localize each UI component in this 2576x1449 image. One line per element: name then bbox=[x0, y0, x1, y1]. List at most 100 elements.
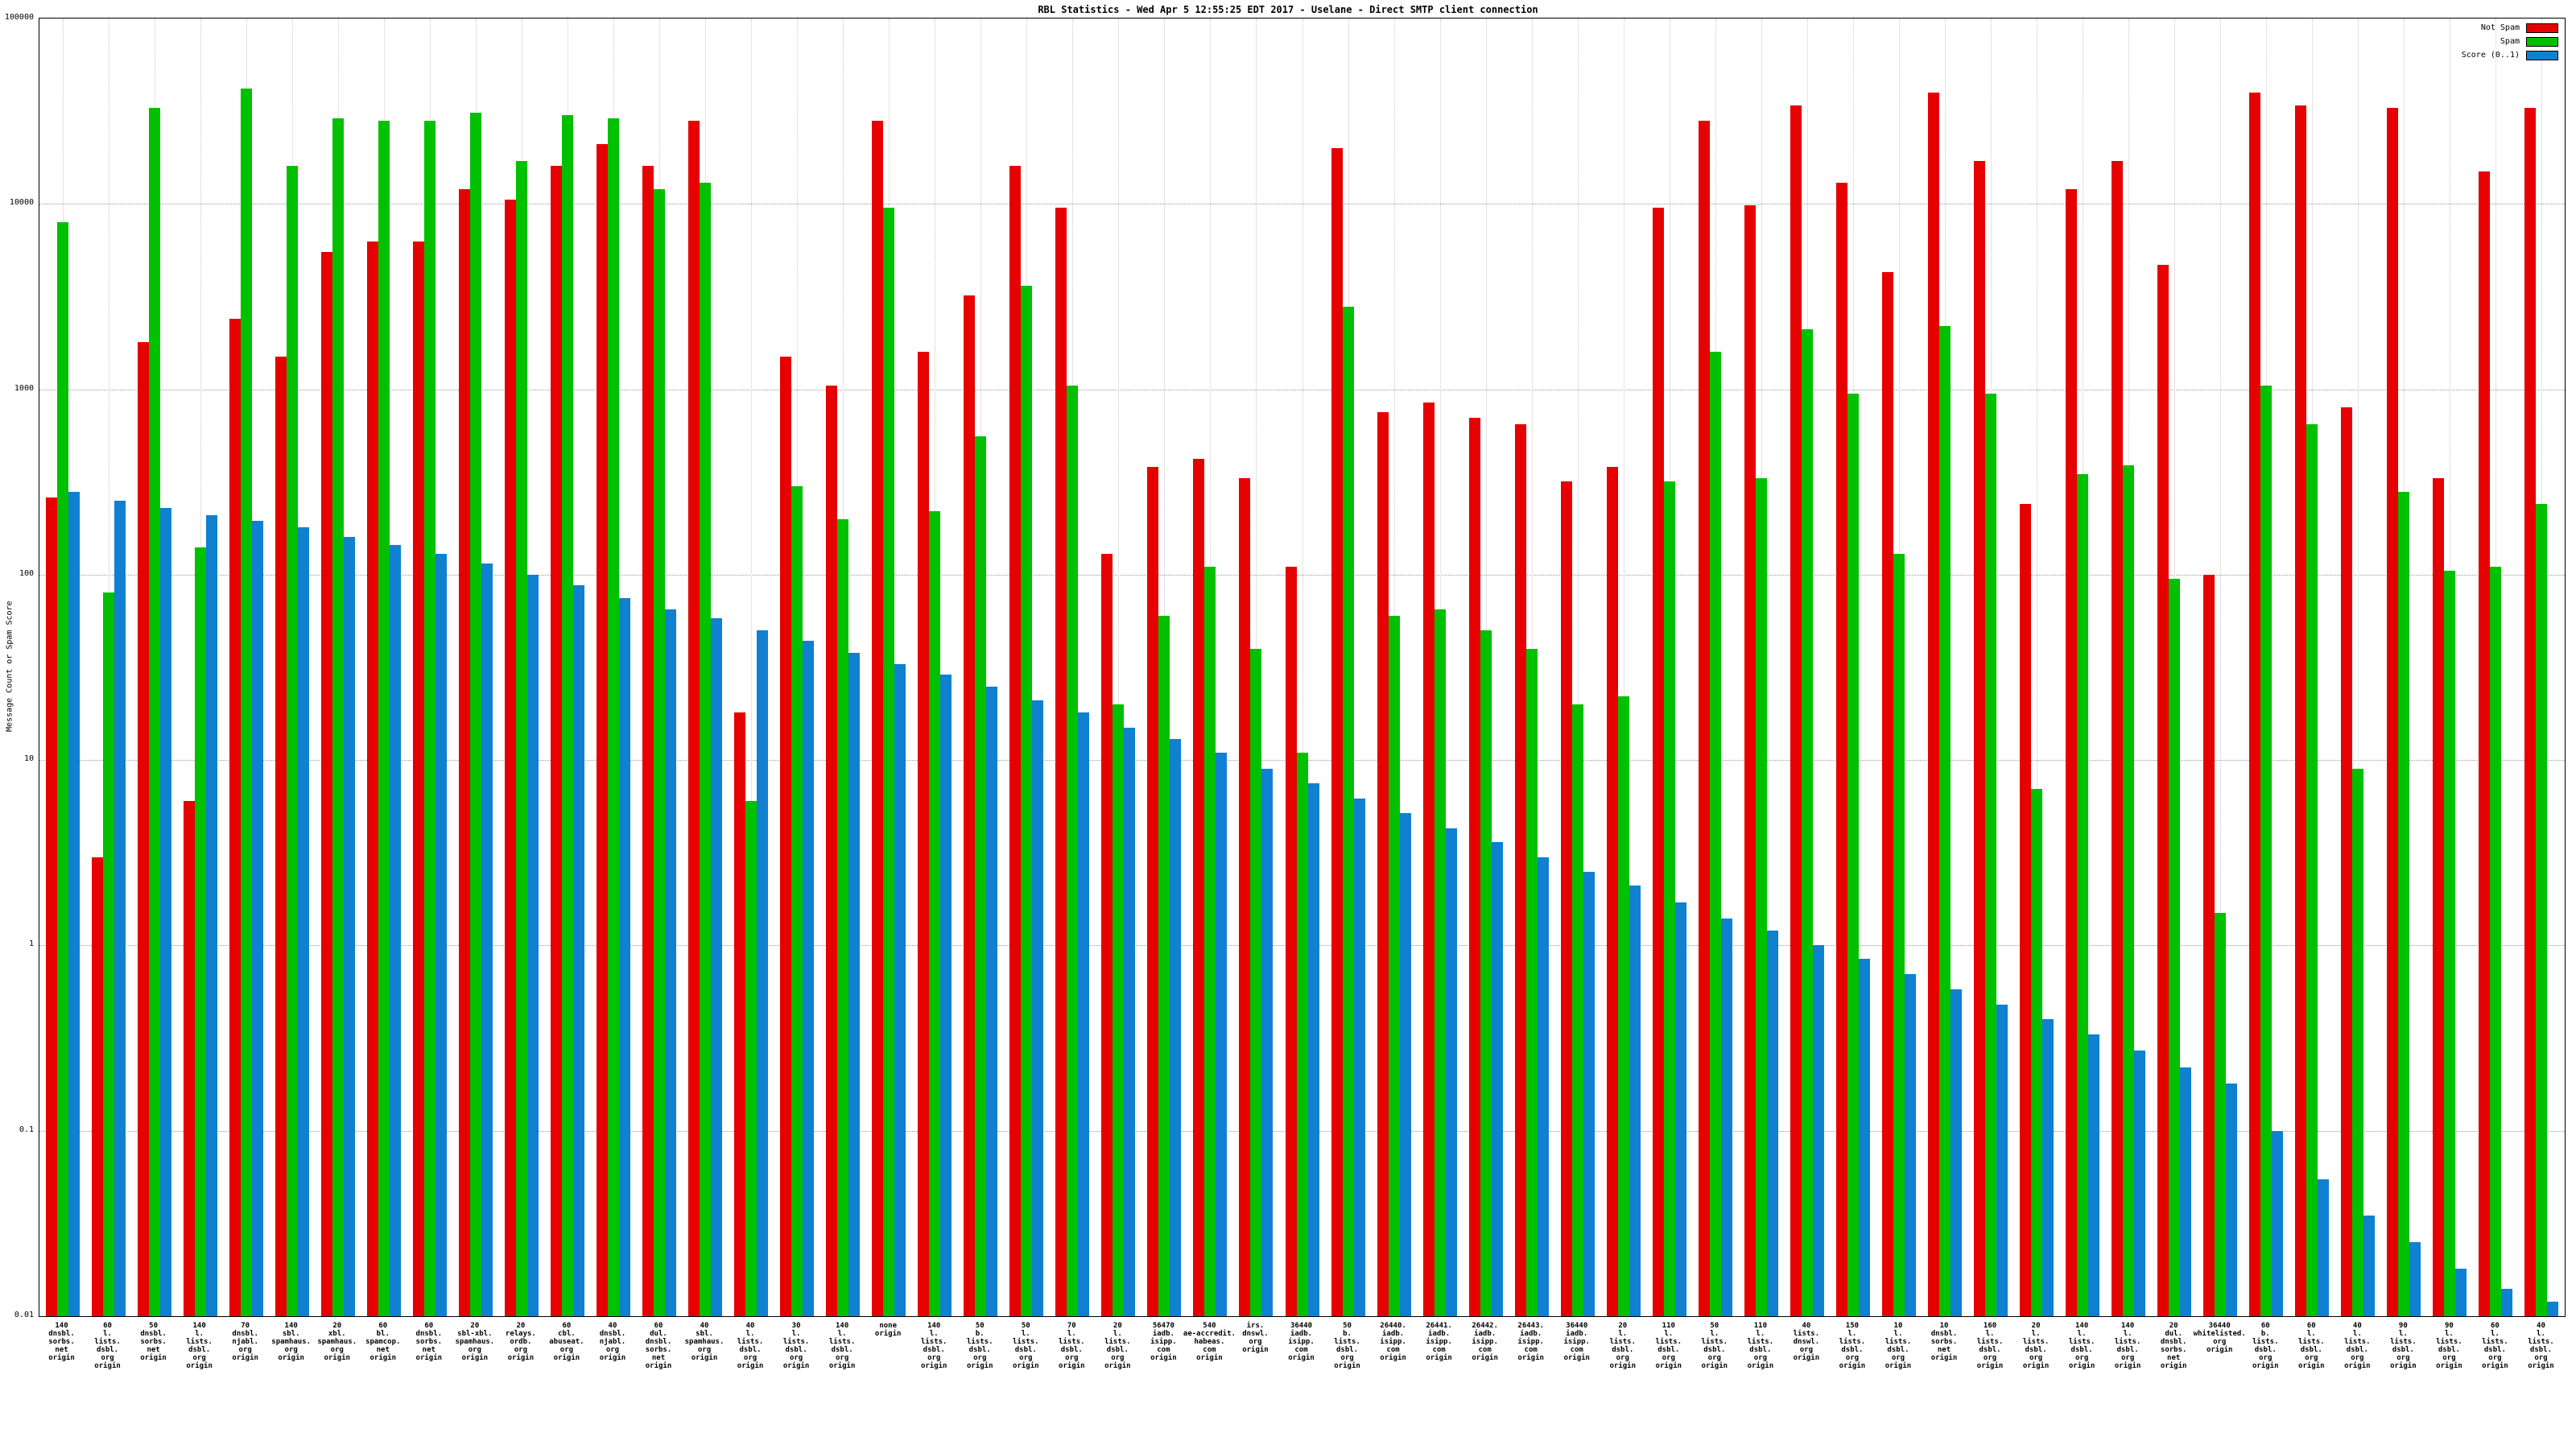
bar-not-spam bbox=[2203, 574, 2215, 1316]
x-tick-label: 60 l. lists. dsbl. org origin bbox=[2482, 1322, 2508, 1370]
bar-score bbox=[1674, 902, 1686, 1316]
x-tick-label: 160 l. lists. dsbl. org origin bbox=[1976, 1322, 2004, 1370]
bar-not-spam bbox=[2066, 189, 2078, 1316]
bar-score bbox=[1170, 738, 1182, 1316]
bar-spam bbox=[1250, 648, 1262, 1316]
legend-swatch-red bbox=[2526, 23, 2558, 33]
bar-spam bbox=[745, 801, 758, 1316]
y-tick-label: 0.01 bbox=[14, 1311, 34, 1319]
x-tick-label: 36440 iadb. isipp. com origin bbox=[1288, 1322, 1315, 1362]
x-tick-label: 36440 iadb. isipp. com origin bbox=[1563, 1322, 1590, 1362]
bar-not-spam bbox=[1881, 271, 1893, 1316]
bar-not-spam bbox=[1468, 418, 1480, 1316]
x-tick-label: 60 l. lists. dsbl. org origin bbox=[2298, 1322, 2325, 1370]
v-gridline bbox=[2358, 19, 2359, 1316]
bar-score bbox=[711, 618, 723, 1316]
bar-score bbox=[986, 686, 998, 1316]
bar-not-spam bbox=[1239, 478, 1251, 1316]
x-tick-label: 20 xbl. spamhaus. org origin bbox=[317, 1322, 357, 1362]
bar-spam bbox=[194, 547, 206, 1316]
chart-title: RBL Statistics - Wed Apr 5 12:55:25 EDT … bbox=[1038, 4, 1538, 15]
bar-score bbox=[1858, 958, 1870, 1316]
bar-score bbox=[1951, 989, 1962, 1316]
v-gridline bbox=[1118, 19, 1120, 1316]
bar-not-spam bbox=[550, 166, 562, 1316]
y-tick-label: 100 bbox=[19, 568, 34, 578]
bar-spam bbox=[1755, 478, 1767, 1316]
x-tick-label: 40 l. lists. dsbl. org origin bbox=[2344, 1322, 2371, 1370]
x-tick-label: 90 l. lists. dsbl. org origin bbox=[2390, 1322, 2417, 1370]
bar-not-spam bbox=[1606, 467, 1618, 1316]
bar-spam bbox=[1801, 329, 1813, 1316]
bar-spam bbox=[1985, 393, 1997, 1316]
x-tick-label: 50 b. lists. dsbl. org origin bbox=[1334, 1322, 1360, 1370]
y-tick-label: 1 bbox=[28, 939, 34, 949]
bar-score bbox=[1445, 828, 1457, 1316]
x-tick-label: 20 sbl-xbl. spamhaus. org origin bbox=[455, 1322, 495, 1362]
bar-not-spam bbox=[137, 341, 149, 1316]
bar-spam bbox=[332, 118, 344, 1316]
x-tick-label: 140 dnsbl. sorbs. net origin bbox=[48, 1322, 75, 1362]
bar-not-spam bbox=[366, 241, 378, 1316]
x-tick-label: 50 b. lists. dsbl. org origin bbox=[966, 1322, 993, 1370]
x-tick-label: 30 l. lists. dsbl. org origin bbox=[782, 1322, 810, 1370]
bar-score bbox=[1216, 752, 1228, 1316]
bar-score bbox=[1904, 974, 1916, 1316]
bar-not-spam bbox=[2157, 264, 2169, 1316]
bar-score bbox=[618, 597, 630, 1316]
bar-score bbox=[1583, 871, 1595, 1316]
bar-score bbox=[389, 544, 401, 1316]
plot-area bbox=[39, 18, 2566, 1317]
bar-not-spam bbox=[2387, 107, 2399, 1316]
bar-not-spam bbox=[2020, 504, 2032, 1316]
bar-score bbox=[481, 563, 493, 1316]
bar-not-spam bbox=[964, 295, 976, 1316]
bar-spam bbox=[1480, 630, 1492, 1316]
bar-score bbox=[2409, 1242, 2421, 1316]
bar-spam bbox=[2398, 491, 2410, 1316]
bar-spam bbox=[240, 88, 252, 1316]
x-tick-label: 20 dul. dnsbl. sorbs. net origin bbox=[2160, 1322, 2187, 1370]
bar-spam bbox=[1158, 615, 1170, 1316]
legend-label: Spam bbox=[2500, 37, 2520, 46]
bar-not-spam bbox=[1835, 183, 1847, 1316]
x-tick-label: 26442. iadb. isipp. com origin bbox=[1472, 1322, 1498, 1362]
x-tick-label: 56470 iadb. isipp. com origin bbox=[1150, 1322, 1177, 1362]
bar-not-spam bbox=[1101, 553, 1113, 1316]
bar-score bbox=[2547, 1301, 2559, 1316]
bar-score bbox=[1261, 768, 1274, 1316]
x-tick-label: 20 l. lists. dsbl. org origin bbox=[1609, 1322, 1637, 1370]
bar-spam bbox=[883, 208, 895, 1316]
x-tick-label: 50 l. lists. dsbl. org origin bbox=[1013, 1322, 1039, 1370]
bar-spam bbox=[1525, 648, 1538, 1316]
bar-score bbox=[1720, 918, 1732, 1316]
bar-spam bbox=[2031, 788, 2043, 1316]
bar-spam bbox=[102, 592, 114, 1316]
x-tick-label: 60 bl. spamcop. net origin bbox=[365, 1322, 401, 1362]
x-tick-label: 110 l. lists. dsbl. org origin bbox=[1655, 1322, 1682, 1370]
bar-score bbox=[68, 491, 80, 1316]
x-tick-label: 60 dul. dnsbl. sorbs. net origin bbox=[645, 1322, 672, 1370]
bar-spam bbox=[423, 121, 436, 1316]
bar-score bbox=[343, 536, 355, 1316]
legend: Not Spam Spam Score (0..1) bbox=[2462, 21, 2558, 62]
legend-label: Score (0..1) bbox=[2461, 51, 2520, 60]
x-tick-label: 540 ae-accredit. habeas. com origin bbox=[1183, 1322, 1236, 1362]
bar-spam bbox=[56, 221, 68, 1316]
y-tick-label: 1000 bbox=[14, 383, 34, 393]
bar-score bbox=[572, 584, 584, 1316]
bar-spam bbox=[2490, 567, 2502, 1316]
bar-score bbox=[2272, 1130, 2284, 1316]
legend-swatch-blue bbox=[2526, 50, 2558, 60]
bar-score bbox=[159, 507, 171, 1316]
y-tick-label: 100000 bbox=[4, 13, 34, 22]
x-tick-label: 10 l. lists. dsbl. org origin bbox=[1885, 1322, 1912, 1370]
bar-spam bbox=[975, 436, 987, 1316]
bar-score bbox=[2501, 1289, 2513, 1316]
bar-score bbox=[894, 663, 906, 1316]
x-tick-label: irs. dnswl. org origin bbox=[1242, 1322, 1269, 1354]
bar-spam bbox=[1939, 325, 1951, 1316]
bar-not-spam bbox=[2524, 107, 2537, 1316]
bar-spam bbox=[607, 118, 619, 1316]
